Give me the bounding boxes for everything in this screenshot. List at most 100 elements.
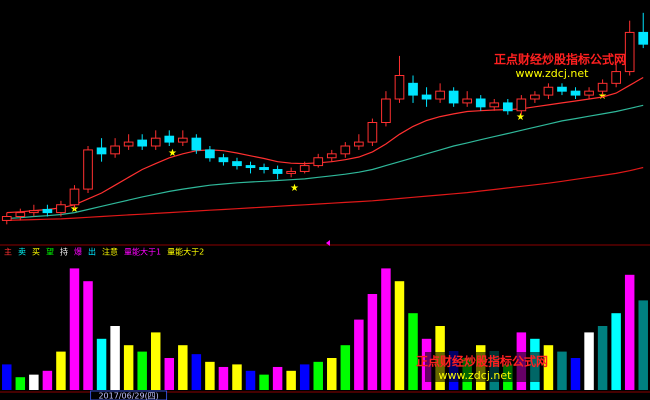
candle-body <box>408 82 418 96</box>
candle-body <box>611 71 621 84</box>
candle-body <box>543 86 554 96</box>
volume-bar <box>340 345 351 390</box>
candle-body <box>191 137 202 151</box>
candle-body <box>381 98 391 123</box>
candle-body <box>259 167 269 171</box>
watermark: 正点财经炒股指标公式网 www.zdcj.net <box>494 52 626 81</box>
volume-bar <box>327 358 337 390</box>
candle-body <box>15 212 26 217</box>
date-box <box>90 390 168 400</box>
candle-body <box>326 153 337 159</box>
candle-body <box>584 90 594 96</box>
candle-body <box>69 188 80 206</box>
volume-bar <box>286 370 296 390</box>
candle-body <box>299 165 310 172</box>
star: ★ <box>70 204 79 215</box>
candle-body <box>29 210 39 214</box>
volume-bar <box>69 268 80 390</box>
volume-bar <box>584 332 594 390</box>
candle-body <box>164 135 175 143</box>
candle-body <box>638 31 649 45</box>
volume-bar <box>299 364 310 390</box>
watermark-url: www.zdcj.net <box>516 67 590 80</box>
volume-bar <box>42 370 53 390</box>
indicator-label: 注意 <box>102 247 118 257</box>
volume-bar <box>408 313 418 390</box>
candle-body <box>137 139 148 147</box>
indicator-label: 卖 <box>18 248 26 257</box>
volume-bar <box>137 351 147 390</box>
candle-body <box>394 75 405 100</box>
candle-body <box>367 122 378 143</box>
volume-bar <box>150 332 161 390</box>
indicator-label: 量能大于1 <box>124 247 161 257</box>
candle-body <box>205 149 215 159</box>
volume-bar <box>96 338 107 390</box>
candle-body <box>448 90 459 104</box>
candle-body <box>123 141 134 147</box>
volume-bar <box>638 300 648 390</box>
volume-bar <box>557 351 567 390</box>
ma-line <box>6 104 644 220</box>
candle-body <box>489 102 500 108</box>
candle-body <box>624 31 635 73</box>
indicator-label: 买 <box>32 248 40 257</box>
volume-bar <box>56 351 66 390</box>
volume-bar <box>570 358 581 390</box>
candle-body <box>245 165 256 169</box>
indicator-label: 量能大于2 <box>167 247 204 257</box>
volume-bar <box>205 361 215 390</box>
candle-body <box>96 147 107 155</box>
volume-bar <box>259 374 269 390</box>
volume-bar <box>232 364 242 390</box>
indicator-label: 主 <box>4 247 12 257</box>
star: ★ <box>168 148 177 159</box>
candle-body <box>597 82 608 92</box>
candle-body <box>516 98 527 112</box>
candle-body <box>340 145 351 155</box>
watermark-url: www.zdcj.net <box>439 369 513 382</box>
volume-bar <box>313 361 323 390</box>
x-tick-label: 2017/06/29(四) <box>98 392 158 400</box>
watermark-title: 正点财经炒股指标公式网 <box>416 354 548 369</box>
candle-body <box>557 86 567 92</box>
candle-body <box>462 98 473 104</box>
ma-line <box>6 76 644 214</box>
volume-bar <box>354 319 364 390</box>
candle-body <box>530 94 540 100</box>
star: ★ <box>290 183 299 194</box>
candle-body <box>421 94 432 100</box>
candle-body <box>56 204 66 214</box>
volume-bar <box>367 294 378 390</box>
candle-body <box>218 157 229 163</box>
volume-bar <box>164 358 175 390</box>
volume-bar <box>110 326 120 390</box>
volume-bar <box>611 313 621 390</box>
volume-bar <box>83 281 93 390</box>
indicator-label: 持 <box>60 247 68 257</box>
volume-bar <box>245 370 256 390</box>
volume-bar <box>597 326 608 390</box>
indicator-label: 望 <box>46 247 54 257</box>
panel-marker <box>326 240 330 246</box>
volume-bar <box>218 366 229 390</box>
candle-body <box>354 141 364 147</box>
volume-bar <box>624 274 635 390</box>
candle-body <box>435 90 445 100</box>
volume-bar <box>543 345 554 390</box>
candle-body <box>110 145 120 155</box>
watermark-bg <box>425 352 540 382</box>
volume-bar <box>394 281 405 390</box>
candle-body <box>313 157 324 167</box>
candle-body <box>177 137 188 143</box>
ma-line <box>6 166 644 221</box>
volume-bar <box>272 366 283 390</box>
volume-bar <box>15 377 26 390</box>
volume-bar <box>123 345 134 390</box>
candle-body <box>42 208 53 214</box>
volume-bar <box>191 354 202 390</box>
candle-body <box>475 98 486 108</box>
volume-bar <box>178 345 188 390</box>
